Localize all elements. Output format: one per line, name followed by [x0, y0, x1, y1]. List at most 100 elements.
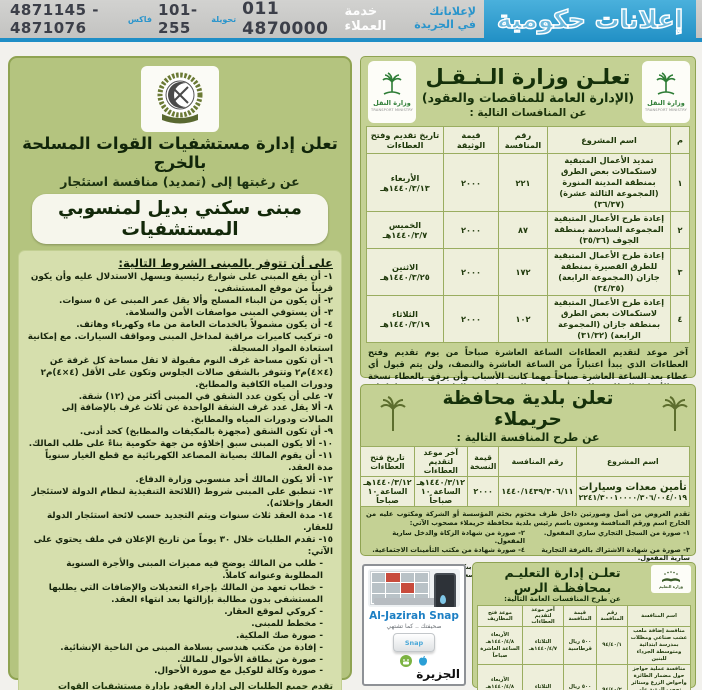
municipality-tender-table: اسم المشروع رقم المنافسة قيمة النسخة آخر…: [360, 446, 691, 507]
cell-comp-no: ١٠٢: [498, 294, 548, 344]
water-drop-graphic: [440, 595, 446, 605]
condition-item: ١٠- ألا يكون المبنى سبق إخلاؤه من جهة حك…: [28, 439, 333, 450]
customer-service-label: خدمة العملاء: [344, 4, 387, 34]
open-time: الساعة ١٠ صباحاً: [367, 487, 408, 505]
last-day: الثلاثاء: [534, 683, 552, 690]
palm-tree-icon: [382, 72, 402, 95]
col-header-doc-value: قيمة الوثيقة: [443, 126, 499, 154]
open-date: ١٤٤٠/٤/٨هـ: [485, 638, 515, 645]
col-header-open-date: موعد فتح المظاريف: [477, 605, 523, 627]
cell-doc-value: ٢٠٠٠: [443, 247, 499, 296]
cell-day: الثلاثاء: [392, 308, 418, 319]
education-logo-box: وزارة التعليم: [651, 565, 691, 593]
transport-logo-left: وزارة النقل TRANSPORT MINISTRY: [368, 61, 416, 123]
last-date: ١٤٤٠/٣/١٢هـ: [416, 478, 465, 487]
municipality-ad-title: تعلن بلدية محافظة حريملاء: [442, 388, 614, 430]
file-item: - خطاب تعهد من المالك بإجراء التعديلات و…: [48, 582, 323, 605]
condition-item: ١- أن يقع المبنى على شوارع رئيسية ويسهل …: [30, 272, 333, 294]
cell-num: ٢: [670, 211, 690, 249]
note-item: ١- صورة من السجل التجاري ساري المفعول.: [543, 529, 690, 538]
cell-comp-no: ٢٢١: [498, 152, 548, 213]
cell-comp-no: ٩٤/٤٠/٢: [596, 664, 628, 690]
municipality-titles: تعلن بلدية محافظة حريملاء عن طرح المنافس…: [408, 388, 648, 444]
extension-numbers: 101-255: [158, 1, 198, 37]
palm-tree-icon: [662, 396, 688, 431]
laptop-graphic: [374, 598, 444, 606]
cell-copy-value: ٢٠٠٠: [466, 476, 500, 507]
android-icon[interactable]: [399, 655, 412, 667]
note-item: ٢- صورة من شهادة الزكاة والدخل سارية الم…: [392, 529, 525, 546]
file-item: - صورة من بطاقة الأحوال للمالك.: [177, 654, 323, 665]
condition-item: ٢- أن يكون من البناء المسلح وألا يقل عمر…: [59, 295, 333, 306]
cell-day: الاثنين: [391, 261, 419, 272]
phone-number: 011 4870000: [242, 0, 329, 39]
transport-titles: تعلـن وزارة الـنـقـل (الإدارة العامة للم…: [416, 65, 640, 119]
col-header-comp-no: رقم المنافسة: [498, 446, 577, 477]
transport-ad-title: تعلـن وزارة الـنـقـل: [425, 65, 631, 89]
col-header-name: اسم المنافسة: [627, 605, 691, 627]
cell-date: الثلاثاء ١٤٤٠/٣/١٩هـ: [366, 294, 444, 344]
municipality-ad-panel: تعلن بلدية محافظة حريملاء عن طرح المنافس…: [360, 384, 696, 579]
col-header-copy-value: قيمة النسخة: [466, 446, 500, 477]
table-row: ٢ إعادة طرح الأعمال المتبقية المجموعة ال…: [366, 211, 690, 249]
file-item: - صورة وكالة للوكيل مع صورة الأحوال.: [154, 666, 323, 677]
open-date: ١٤٤٠/٤/٨هـ: [485, 683, 515, 690]
file-item: - إفادة من مكتب هندسي بسلامة المبنى من ا…: [60, 642, 323, 653]
education-ad-intro: عن طرح المنافسات العامة التالية:: [504, 595, 621, 603]
masthead: 4871145 - 4871076 فاكس 101-255 تحويلة 01…: [0, 0, 702, 42]
condition-item: ١١- أن يقوم المالك بصيانة المصاعد الكهرب…: [45, 451, 333, 474]
col-header-last-date: آخر موعد لتقديم العطاءات: [522, 605, 564, 627]
project-name: تأمين معدات وسيارات: [578, 481, 687, 493]
masthead-contacts: 4871145 - 4871076 فاكس 101-255 تحويلة 01…: [0, 0, 406, 39]
municipality-header: تعلن بلدية محافظة حريملاء عن طرح المنافس…: [366, 388, 690, 444]
submission-instructions: تقدم جميع الطلبات إلى إدارة العقود بإدار…: [57, 682, 333, 690]
cell-date-value: ١٤٤٠/٣/١٣هـ: [380, 182, 430, 193]
cell-project: إعادة طرح الأعمال المتبقية للطرق القصيرة…: [547, 247, 671, 296]
aljazirah-brand-logo: الجزيرة: [416, 667, 460, 681]
ministry-of-education-icon: [662, 570, 680, 582]
condition-item: ٤- أن يكون مشمولاً بالخدمات العامة من ما…: [76, 319, 333, 330]
condition-item: ١٤- مدة العقد ثلاث سنوات ويتم التجديد حس…: [46, 511, 333, 534]
cell-date: الاثنين ١٤٤٠/٣/٢٥هـ: [366, 247, 444, 296]
transport-logo-name: وزارة النقل: [647, 99, 685, 107]
table-row: ١ تمديد الأعمال المتبقية لاستكمالات بعض …: [366, 152, 690, 213]
project-number: ٢٢٤١/٣٠٠١٠٠٠٠/٣٠٦/٠٠٤/٠١٩: [578, 492, 687, 502]
table-header-row: م اسم المشروع رقم المنافسة قيمة الوثيقة …: [366, 126, 690, 154]
education-ad-panel: وزارة التعليم تعلـن إدارة التعليـم بمحاف…: [472, 562, 696, 690]
open-date: ١٤٤٠/٣/١٢هـ: [363, 478, 412, 487]
table-row: تأمين معدات وسيارات ٢٢٤١/٣٠٠١٠٠٠٠/٣٠٦/٠٠…: [360, 476, 691, 507]
cell-project: إعادة طرح الأعمال المتبقية لاستكمالات بع…: [547, 294, 671, 344]
col-header-project: اسم المشروع: [547, 126, 671, 154]
hospital-conditions-box: على أن تتوفر بالمبنى الشروط التالية: ١- …: [18, 250, 342, 690]
col-header-project: اسم المشروع: [575, 446, 691, 477]
hospital-ad-title: تعلن إدارة مستشفيات القوات المسلحة بالخر…: [22, 134, 338, 172]
cell-num: ٣: [670, 247, 690, 296]
file-item: - مخطط للمبنى.: [251, 618, 323, 629]
cell-num: ١: [670, 152, 690, 213]
table-header-row: اسم المشروع رقم المنافسة قيمة النسخة آخر…: [360, 446, 691, 477]
cell-day: الأربعاء: [390, 172, 420, 183]
government-ads-banner-text: إعلانات حكومية: [496, 4, 684, 34]
cell-name: منافسة عملية حواجز حول مضمار الطائرة وأح…: [627, 664, 691, 690]
cell-comp-no: ١٧٢: [498, 247, 548, 296]
condition-item: ٧- على أن يكون عدد الشقق في المبنى أكثر …: [78, 391, 333, 402]
cell-comp-no: ٨٧: [498, 211, 548, 249]
file-item: - طلب من المالك يوضح فيه مميزات المبنى و…: [66, 558, 323, 581]
phone-graphic: [434, 573, 456, 608]
transport-logo-right: وزارة النقل TRANSPORT MINISTRY: [642, 61, 690, 123]
cell-doc-value: ٢٠٠٠: [443, 211, 499, 249]
cell-day: الخميس: [388, 219, 422, 230]
col-header-last-date: آخر موعد لتقديم العطاءات: [413, 446, 468, 477]
table-row: ٤ إعادة طرح الأعمال المتبقية لاستكمالات …: [366, 294, 690, 344]
cell-project: تأمين معدات وسيارات ٢٢٤١/٣٠٠١٠٠٠٠/٣٠٦/٠٠…: [575, 476, 691, 507]
col-header-comp-no: رقم المنافسة: [596, 605, 628, 627]
transport-ad-intro: عن المنافسات التالية :: [469, 107, 587, 119]
palm-tree-icon: [656, 72, 676, 95]
transport-header: وزارة النقل TRANSPORT MINISTRY تعلـن وزا…: [366, 61, 690, 123]
open-time: الساعة العاشرة صباحاً: [480, 645, 520, 659]
apple-icon[interactable]: [417, 655, 429, 667]
table-row: منافسة عملية حواجز حول مضمار الطائرة وأح…: [477, 664, 691, 690]
